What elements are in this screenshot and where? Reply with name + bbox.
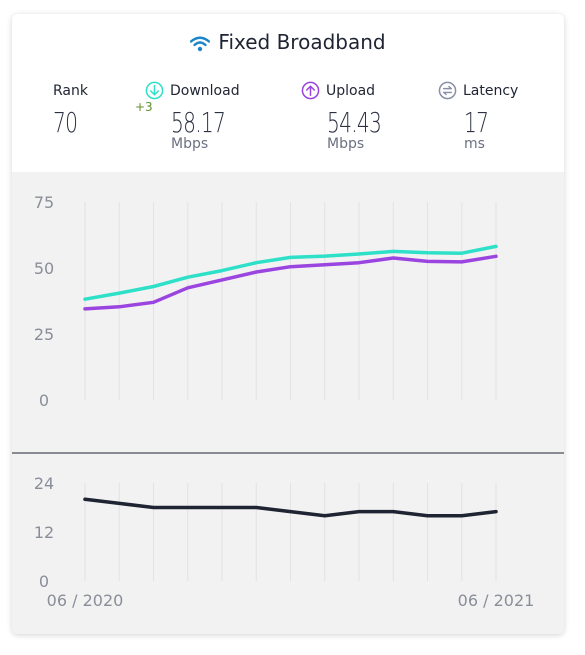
download-value: 58.17 [171, 106, 226, 139]
latency-arrows-icon [438, 81, 457, 100]
latency-label: Latency [463, 83, 519, 99]
speed-series-download-line [83, 244, 498, 301]
latency-ytick-2: 24 [34, 474, 54, 493]
metric-latency: Latency 17 ms [438, 80, 518, 152]
speed-ytick-2: 50 [34, 259, 54, 278]
latency-unit: ms [464, 136, 485, 152]
arrow-up-circle-icon [301, 81, 320, 100]
speed-ytick-1: 25 [34, 325, 54, 344]
upload-unit: Mbps [327, 136, 365, 152]
metric-download: Download 58.17 Mbps [145, 80, 246, 152]
upload-label: Upload [326, 83, 376, 99]
metrics-row: Rank 70 +3 Download 58.17 Mbps Upload 54… [12, 80, 564, 170]
speed-ytick-3: 75 [34, 193, 54, 212]
card-header: Fixed Broadband [12, 30, 564, 54]
latency-ytick-0: 0 [39, 572, 49, 591]
speed-series-upload-line [83, 254, 498, 311]
chart-panel: 0 25 50 75 0 12 24 06 / 2020 06 / 2021 [12, 172, 564, 634]
speed-ytick-0: 0 [39, 391, 49, 410]
download-unit: Mbps [171, 136, 209, 152]
card-title: Fixed Broadband [218, 30, 386, 54]
metric-rank: Rank 70 +3 [53, 80, 153, 139]
wifi-icon [190, 36, 211, 52]
latency-value: 17 [464, 106, 489, 139]
xtick-start: 06 / 2020 [47, 591, 124, 610]
download-label: Download [170, 83, 240, 99]
upload-value: 54.43 [327, 106, 382, 139]
metric-upload: Upload 54.43 Mbps [301, 80, 402, 152]
xtick-end: 06 / 2021 [458, 591, 535, 610]
speed-latency-charts: 0 25 50 75 0 12 24 06 / 2020 06 / 2021 [12, 193, 564, 610]
rank-delta: +3 [135, 100, 153, 114]
latency-series-latency-line [83, 497, 498, 518]
broadband-card: Fixed Broadband Rank 70 +3 Download 58.1… [12, 14, 564, 634]
rank-label: Rank [53, 83, 88, 99]
arrow-down-circle-icon [145, 81, 164, 100]
latency-ytick-1: 12 [34, 523, 54, 542]
rank-value: 70 [53, 106, 78, 139]
